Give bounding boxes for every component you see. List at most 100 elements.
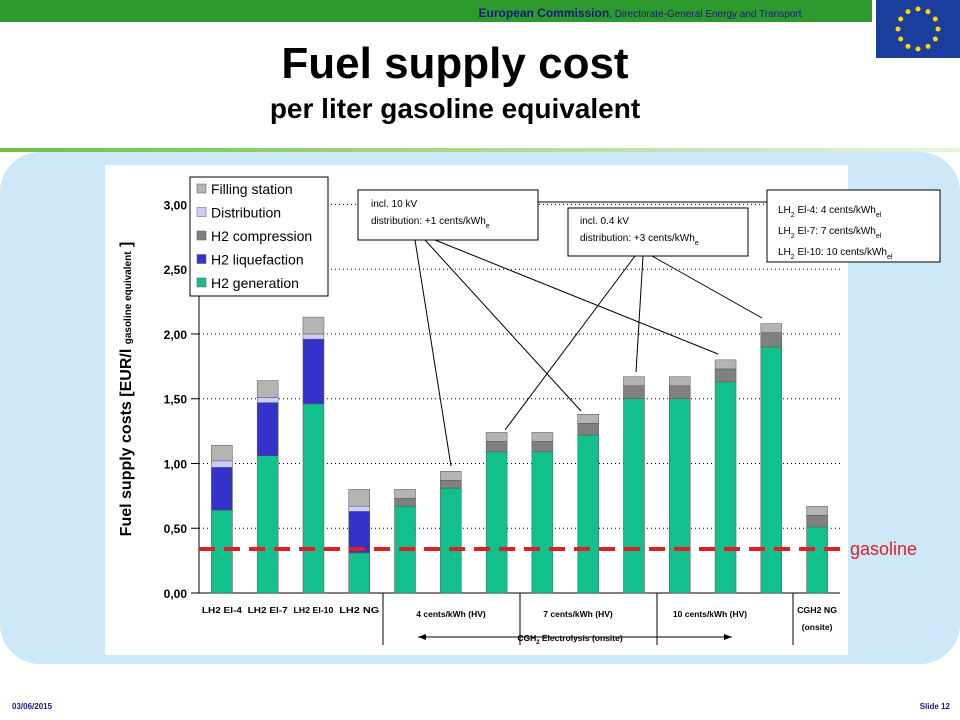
bar-segment xyxy=(348,511,370,554)
group-label: 10 cents/kWh (HV) xyxy=(673,609,747,619)
subscript: 2 xyxy=(536,640,540,646)
bar-segment xyxy=(760,332,783,348)
legend-swatch xyxy=(196,277,207,288)
legend-swatch xyxy=(196,230,207,241)
flag-star xyxy=(898,16,904,22)
legend-label: H2 compression xyxy=(211,228,312,244)
bar-segment xyxy=(714,368,737,383)
bar-segment xyxy=(669,385,691,399)
legend-label: Distribution xyxy=(211,205,281,221)
subscript: e xyxy=(695,240,699,247)
annotation-text: distribution: +3 cents/kWhe xyxy=(580,233,699,247)
group-caption: CGH2 Electrolysis (onsite) xyxy=(517,633,623,646)
subscript: el xyxy=(876,233,882,240)
annotation-text: LH2 El-4: 4 cents/kWhel xyxy=(778,205,882,219)
y-tick-label: 0,50 xyxy=(164,522,188,536)
eu-flag xyxy=(876,0,960,58)
text-part: LH xyxy=(778,205,791,216)
text-part: CGH xyxy=(517,633,536,643)
bar-segment xyxy=(440,470,462,481)
flag-star xyxy=(915,6,921,12)
flag-star xyxy=(905,9,911,15)
flag-star xyxy=(898,36,904,42)
flag-star xyxy=(932,16,938,22)
header-dept: , Directorate-General Energy and Transpo… xyxy=(609,9,802,20)
y-tick-label: 1,00 xyxy=(164,457,188,471)
bar-segment xyxy=(211,460,233,468)
text-part: distribution: +3 cents/kWh xyxy=(580,233,695,244)
bar-segment xyxy=(256,397,279,403)
bar-segment xyxy=(531,432,554,442)
y-tick-label: 2,50 xyxy=(164,263,188,277)
annotation-box xyxy=(357,189,539,241)
y-tick-label: 2,00 xyxy=(164,328,188,342)
legend-swatch xyxy=(196,254,207,264)
y-label-part: gasoline equivalent xyxy=(123,251,134,344)
bar-segment xyxy=(485,441,508,453)
bar-segment xyxy=(256,455,279,594)
legend-box xyxy=(189,176,329,297)
text-part: incl. 10 kV xyxy=(371,199,417,210)
bar-segment xyxy=(577,434,599,594)
subscript: 2 xyxy=(791,233,795,240)
bar-segment xyxy=(348,552,370,594)
bar-segment xyxy=(394,489,416,499)
chart: 0,00 0,50 1,00 1,50 2,00 2,50 3,00 Fuel supply … xyxy=(118,176,941,646)
chart-title: Fuel supply cost xyxy=(281,39,629,88)
subscript: 2 xyxy=(791,254,795,261)
x-tick-label: CGH2 NG xyxy=(797,605,837,615)
footer-date: 03/06/2015 xyxy=(12,702,53,711)
bar-segment xyxy=(760,323,783,333)
flag-star xyxy=(905,43,911,49)
bar-segment xyxy=(302,403,325,594)
x-tick-label: LH2 El-4 xyxy=(202,605,242,615)
bar-segment xyxy=(669,398,691,594)
legend-label: Filling station xyxy=(211,181,293,197)
annotation-text: incl. 0.4 kV xyxy=(580,216,629,227)
subscript: e xyxy=(486,223,490,230)
bar-segment xyxy=(669,376,691,387)
bar-segment xyxy=(623,376,645,387)
bar-segment xyxy=(531,441,554,453)
bar-segment xyxy=(623,398,645,594)
legend-swatch xyxy=(196,207,207,217)
subscript: el xyxy=(876,212,882,219)
legend-label: H2 generation xyxy=(211,275,299,291)
flag-star xyxy=(895,26,901,32)
bar-segment xyxy=(714,359,737,370)
divider xyxy=(0,148,960,152)
subscript: el xyxy=(887,254,893,261)
header-bar xyxy=(0,0,872,22)
text-part: El-7: 7 cents/kWh xyxy=(795,226,876,237)
bar-segment xyxy=(485,451,508,594)
group-label: 7 cents/kWh (HV) xyxy=(543,609,613,619)
annotation-box xyxy=(567,207,749,257)
bar-segment xyxy=(256,402,279,456)
y-label-part: ] xyxy=(118,242,135,252)
reference-label: gasoline xyxy=(850,539,917,559)
bar-segment xyxy=(302,338,325,405)
y-tick-label: 3,00 xyxy=(164,198,188,212)
flag-star xyxy=(935,26,941,32)
flag-star xyxy=(932,36,938,42)
bar-segment xyxy=(806,515,828,528)
text-part: LH xyxy=(778,247,791,258)
annotation-text: distribution: +1 cents/kWhe xyxy=(371,216,490,230)
y-axis-label: Fuel supply costs [EUR/l gasoline equiva… xyxy=(118,242,135,537)
legend-swatch xyxy=(196,183,207,194)
text-part: Electrolysis (onsite) xyxy=(540,633,623,643)
x-tick-label: LH2 El-10 xyxy=(293,605,333,615)
category-note: (onsite) xyxy=(802,622,833,632)
bar-segment xyxy=(577,423,599,436)
annotation-text: incl. 10 kV xyxy=(371,199,417,210)
text-part: distribution: +1 cents/kWh xyxy=(371,216,486,227)
y-label-part: Fuel supply costs [EUR/l xyxy=(118,344,135,536)
flag-star xyxy=(925,9,931,15)
y-tick-label: 0,00 xyxy=(164,587,188,601)
header-text: European Commission, Directorate-General… xyxy=(478,6,801,20)
bar-segment xyxy=(211,509,233,594)
x-tick-label: LH2 El-7 xyxy=(248,605,288,615)
bar-segment xyxy=(394,498,416,507)
chart-subtitle: per liter gasoline equivalent xyxy=(270,93,640,124)
